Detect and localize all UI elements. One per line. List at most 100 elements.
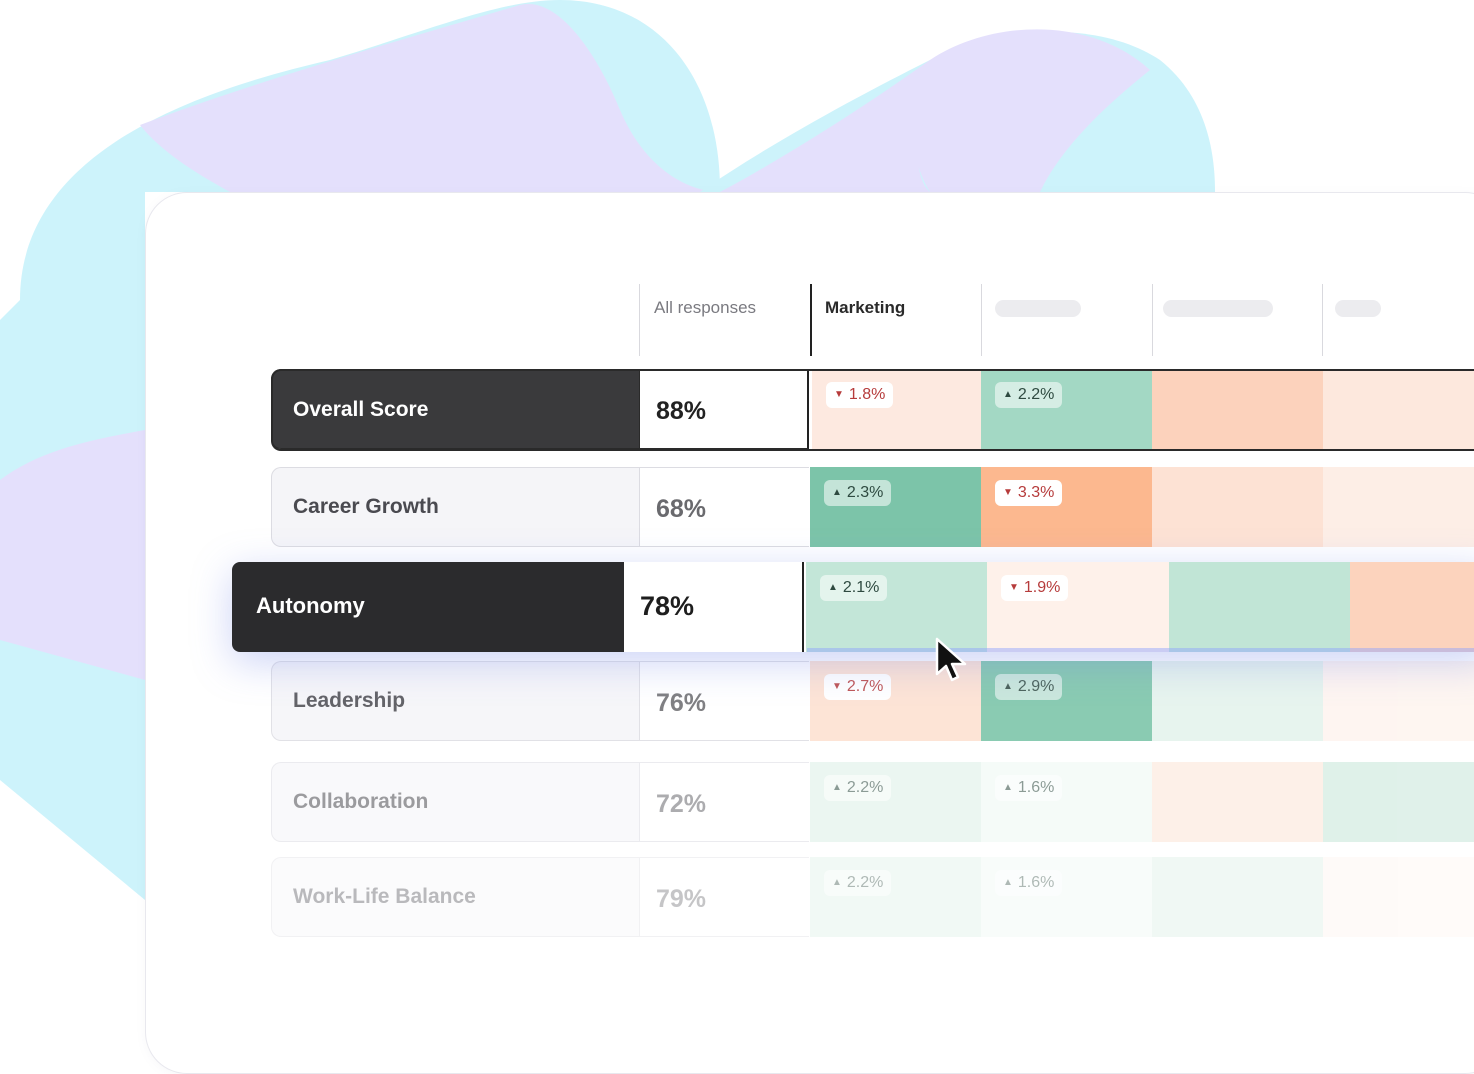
change-value: 1.8% bbox=[848, 386, 886, 403]
change-value: 1.6% bbox=[1017, 779, 1055, 796]
heat-cell[interactable]: ▼ 1.9% bbox=[987, 562, 1169, 652]
change-value: 2.3% bbox=[846, 484, 884, 501]
change-badge: ▲ 2.9% bbox=[995, 674, 1063, 700]
triangle-up-icon: ▲ bbox=[828, 582, 838, 593]
score-cell: 88% bbox=[639, 369, 809, 449]
column-header-label: Marketing bbox=[825, 298, 906, 317]
change-badge: ▲ 2.2% bbox=[824, 775, 892, 801]
row-label-cell: Leadership bbox=[271, 661, 639, 741]
heat-cell[interactable] bbox=[1169, 562, 1351, 652]
change-value: 1.6% bbox=[1017, 874, 1055, 891]
score-value: 76% bbox=[656, 689, 707, 717]
change-badge: ▲ 2.1% bbox=[820, 575, 888, 601]
change-badge: ▼ 1.9% bbox=[1001, 575, 1069, 601]
heat-cell[interactable] bbox=[1152, 369, 1323, 449]
header-skeleton bbox=[1163, 300, 1273, 317]
triangle-up-icon: ▲ bbox=[1003, 877, 1013, 888]
row-label: Leadership bbox=[293, 689, 406, 712]
column-header-marketing[interactable]: Marketing bbox=[810, 284, 981, 356]
triangle-up-icon: ▲ bbox=[832, 782, 842, 793]
table-row-overall-score[interactable]: Overall Score 88% ▼ 1.8% ▲ 2.2% bbox=[271, 369, 1474, 451]
score-value: 68% bbox=[656, 495, 707, 523]
change-value: 2.2% bbox=[846, 874, 884, 891]
heat-cell[interactable]: ▲ 2.2% bbox=[981, 369, 1152, 449]
badge-skeleton bbox=[1183, 575, 1255, 601]
heat-cell[interactable]: ▲ 2.9% bbox=[981, 661, 1152, 741]
badge-skeleton bbox=[1337, 674, 1409, 700]
change-value: 2.9% bbox=[1017, 678, 1055, 695]
row-label-cell: Career Growth bbox=[271, 467, 639, 547]
column-header-label: All responses bbox=[654, 298, 757, 317]
badge-skeleton bbox=[1337, 775, 1409, 801]
header-skeleton bbox=[995, 300, 1081, 317]
table-row-leadership[interactable]: Leadership 76% ▼ 2.7% ▲ 2.9% bbox=[271, 661, 1474, 743]
badge-skeleton bbox=[1166, 382, 1238, 408]
row-label: Collaboration bbox=[293, 790, 429, 813]
score-cell: 76% bbox=[639, 661, 809, 741]
heat-cell[interactable]: ▲ 2.2% bbox=[810, 762, 981, 842]
badge-skeleton bbox=[1166, 775, 1238, 801]
heat-cell[interactable]: ▲ 2.2% bbox=[810, 857, 981, 937]
row-label: Overall Score bbox=[293, 398, 429, 421]
badge-skeleton bbox=[1166, 480, 1238, 506]
heat-cell[interactable] bbox=[1323, 369, 1474, 449]
triangle-down-icon: ▼ bbox=[1009, 582, 1019, 593]
change-badge: ▲ 1.6% bbox=[995, 870, 1063, 896]
heat-cell[interactable] bbox=[1323, 762, 1474, 842]
heat-cell[interactable] bbox=[1323, 467, 1474, 547]
cursor-arrow-icon bbox=[935, 637, 967, 682]
heat-cell[interactable] bbox=[1323, 661, 1474, 741]
column-header-all-responses[interactable]: All responses bbox=[639, 284, 810, 356]
column-header-placeholder[interactable] bbox=[1152, 284, 1323, 356]
heat-cell[interactable]: ▼ 1.8% bbox=[812, 369, 983, 449]
row-label-cell: Work-Life Balance bbox=[271, 857, 639, 937]
score-cell: 79% bbox=[639, 857, 809, 937]
table-row-collaboration[interactable]: Collaboration 72% ▲ 2.2% ▲ 1.6% bbox=[271, 762, 1474, 844]
change-value: 2.2% bbox=[846, 779, 884, 796]
triangle-up-icon: ▲ bbox=[1003, 389, 1013, 400]
heat-cell[interactable]: ▲ 1.6% bbox=[981, 857, 1152, 937]
heat-cell[interactable] bbox=[1323, 857, 1474, 937]
change-badge: ▲ 2.3% bbox=[824, 480, 892, 506]
row-label: Autonomy bbox=[256, 593, 365, 618]
heat-cell[interactable] bbox=[1152, 661, 1323, 741]
triangle-down-icon: ▼ bbox=[1003, 487, 1013, 498]
triangle-down-icon: ▼ bbox=[832, 681, 842, 692]
triangle-up-icon: ▲ bbox=[1003, 681, 1013, 692]
score-value: 88% bbox=[656, 397, 707, 425]
badge-skeleton bbox=[1364, 575, 1436, 601]
score-value: 79% bbox=[656, 885, 707, 913]
triangle-up-icon: ▲ bbox=[1003, 782, 1013, 793]
heat-cell[interactable] bbox=[1152, 762, 1323, 842]
badge-skeleton bbox=[1166, 674, 1238, 700]
score-cell: 78% bbox=[624, 562, 804, 652]
column-header-placeholder[interactable] bbox=[1322, 284, 1474, 356]
triangle-down-icon: ▼ bbox=[834, 389, 844, 400]
table-row-work-life-balance[interactable]: Work-Life Balance 79% ▲ 2.2% ▲ 1.6% bbox=[271, 857, 1474, 939]
change-value: 2.1% bbox=[842, 579, 880, 596]
column-header-placeholder[interactable] bbox=[981, 284, 1152, 356]
heat-cell[interactable] bbox=[1152, 467, 1323, 547]
heat-cell[interactable]: ▲ 2.3% bbox=[810, 467, 981, 547]
heat-cell[interactable] bbox=[1350, 562, 1474, 652]
change-badge: ▼ 3.3% bbox=[995, 480, 1063, 506]
change-badge: ▼ 2.7% bbox=[824, 674, 892, 700]
table-row-autonomy-dragging[interactable]: Autonomy 78% ▲ 2.1% ▼ 1.9% bbox=[232, 562, 1474, 652]
change-badge: ▲ 2.2% bbox=[824, 870, 892, 896]
change-value: 3.3% bbox=[1017, 484, 1055, 501]
score-cell: 68% bbox=[639, 467, 809, 547]
heat-cell[interactable]: ▲ 2.1% bbox=[806, 562, 988, 652]
row-label-cell: Overall Score bbox=[271, 369, 639, 449]
column-divider bbox=[1152, 284, 1153, 356]
change-badge: ▼ 1.8% bbox=[826, 382, 894, 408]
column-divider bbox=[1322, 284, 1323, 356]
change-value: 2.7% bbox=[846, 678, 884, 695]
heat-cell[interactable]: ▼ 3.3% bbox=[981, 467, 1152, 547]
heat-cell[interactable] bbox=[1152, 857, 1323, 937]
heat-cell[interactable]: ▲ 1.6% bbox=[981, 762, 1152, 842]
change-value: 1.9% bbox=[1023, 579, 1061, 596]
row-label-cell: Collaboration bbox=[271, 762, 639, 842]
badge-skeleton bbox=[1337, 382, 1409, 408]
table-row-career-growth[interactable]: Career Growth 68% ▲ 2.3% ▼ 3.3% bbox=[271, 467, 1474, 549]
badge-skeleton bbox=[1166, 870, 1238, 896]
